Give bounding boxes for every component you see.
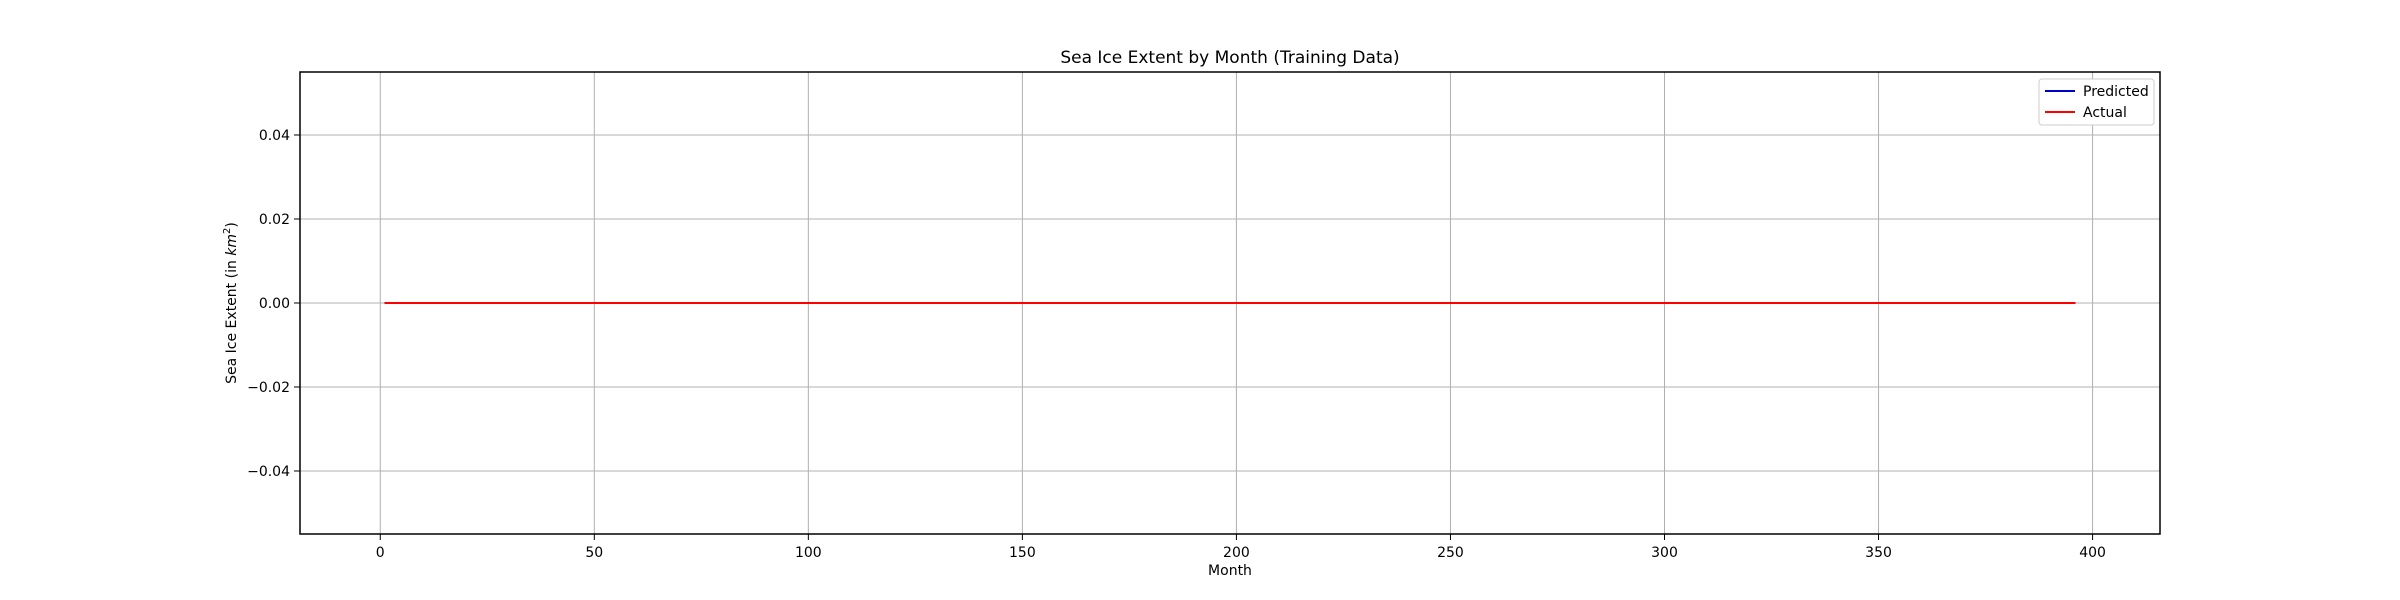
y-tick-label: −0.04	[247, 464, 290, 480]
x-tick-label: 350	[1865, 545, 1892, 561]
y-axis-label: Sea Ice Extent (in km2)	[222, 222, 240, 384]
x-tick-label: 100	[795, 545, 822, 561]
y-axis-label-exponent: 2	[222, 228, 233, 234]
y-axis-label-unit: km	[224, 234, 240, 256]
legend-label-predicted: Predicted	[2083, 84, 2149, 100]
x-tick-label: 200	[1223, 545, 1250, 561]
y-tick-label: −0.02	[247, 380, 290, 396]
x-tick-label: 50	[585, 545, 603, 561]
y-axis-label-suffix: )	[224, 222, 240, 227]
x-axis-label: Month	[1208, 563, 1252, 579]
chart-title: Sea Ice Extent by Month (Training Data)	[1060, 48, 1399, 68]
x-tick-label: 250	[1437, 545, 1464, 561]
grid	[300, 72, 2160, 534]
ticks: 0 50 100 150 200 250 300 350 400 −0.04 −0.02 0.00 0.…	[247, 128, 2106, 561]
y-axis-label-prefix: Sea Ice Extent (in	[224, 256, 240, 384]
x-tick-label: 150	[1009, 545, 1036, 561]
x-tick-label: 300	[1651, 545, 1678, 561]
y-tick-label: 0.04	[259, 128, 290, 144]
x-tick-label: 0	[376, 545, 385, 561]
legend: Predicted Actual	[2038, 78, 2155, 126]
legend-label-actual: Actual	[2083, 105, 2127, 121]
y-tick-label: 0.00	[259, 296, 290, 312]
x-tick-label: 400	[2079, 545, 2106, 561]
y-tick-label: 0.02	[259, 212, 290, 228]
